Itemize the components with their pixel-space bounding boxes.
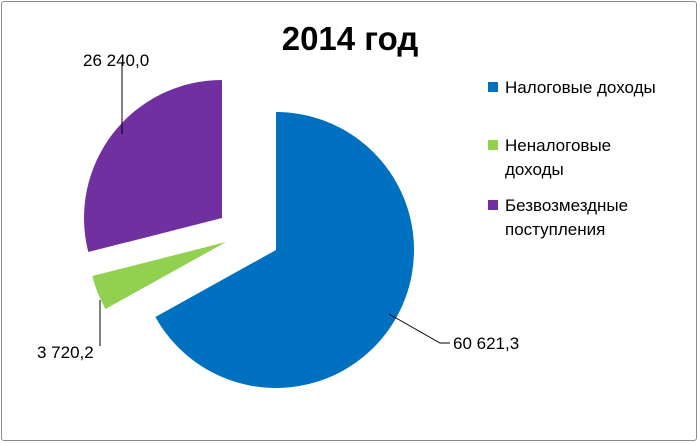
chart-title: 2014 год bbox=[281, 20, 419, 57]
legend-swatch-tax-revenue bbox=[488, 82, 498, 92]
legend-swatch-non-tax-revenue bbox=[488, 140, 498, 150]
legend-item-tax-revenue: Налоговые доходы bbox=[488, 76, 688, 100]
legend-item-non-tax-revenue: Неналоговые доходы bbox=[488, 134, 688, 182]
data-label-non-tax-revenue: 3 720,2 bbox=[37, 343, 94, 362]
leader-line bbox=[388, 313, 450, 344]
slice-grants bbox=[84, 80, 222, 253]
data-label-tax-revenue: 60 621,3 bbox=[453, 334, 519, 353]
data-label-grants: 26 240,0 bbox=[83, 51, 149, 70]
legend-item-grants: Безвозмездные поступления bbox=[488, 194, 688, 242]
slice-tax-revenue bbox=[155, 112, 415, 388]
legend-swatch-grants bbox=[488, 200, 498, 210]
legend-label-non-tax-revenue: Неналоговые доходы bbox=[505, 136, 612, 179]
slice-non-tax-revenue bbox=[92, 242, 227, 310]
legend-label-tax-revenue: Налоговые доходы bbox=[505, 78, 656, 97]
legend-label-grants: Безвозмездные поступления bbox=[505, 196, 629, 239]
